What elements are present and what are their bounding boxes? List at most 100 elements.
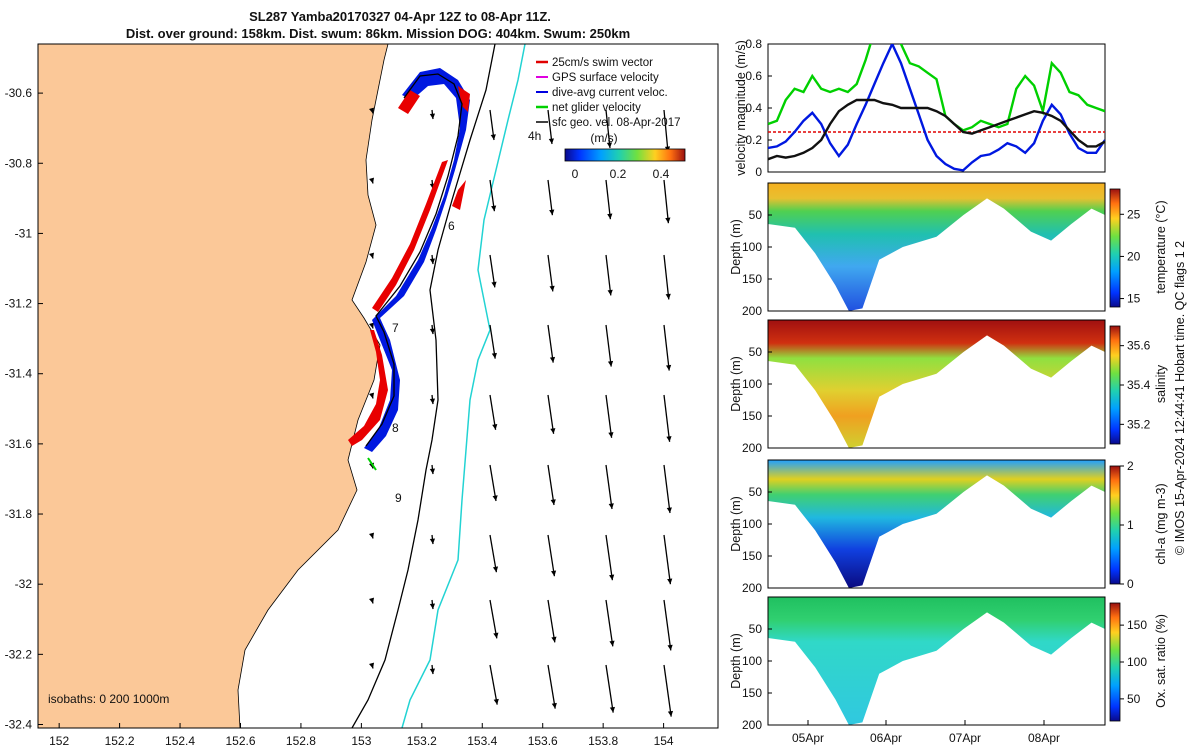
depth-tick-label: 50 [749,345,763,359]
sfc-velocity-arrowhead [429,538,436,545]
colorbar-tick-label: 35.6 [1127,339,1151,353]
velocity-series-line-0 [768,44,1105,172]
day-marker-6: 6 [448,219,455,233]
sfc-velocity-arrowhead [429,113,436,120]
day-marker-4: 4h [528,129,541,143]
legend-dive-avg-current: dive-avg current veloc. [536,87,668,99]
time-x-ticks: 05Apr 06Apr 07Apr 08Apr [792,720,1060,745]
map-x-tick-label: 154 [654,734,674,748]
sfc-velocity-arrowhead [493,632,499,639]
map-y-tick-label: -31.4 [5,367,33,381]
sfc-velocity-arrowhead [551,636,557,643]
sfc-velocity-arrowhead [666,507,672,513]
sfc-velocity-arrowhead [369,392,375,399]
sfc-velocity-arrow [605,324,612,367]
colorbar-tick-label: 100 [1127,655,1147,669]
velocity-y-tick-label: 0 [755,165,762,179]
map-y-ticks: -30.6 -30.8 -31 -31.2 -31.4 -31.6 -31.8 -32 -32.… [5,86,43,731]
map-colorbar-tick-0: 0 [572,167,579,181]
map-y-tick-label: -31 [15,226,33,240]
time-tick-label: 06Apr [870,731,902,745]
glider-track-line [365,73,463,447]
velocity-y-tick-label: 0.2 [745,133,762,147]
map-x-tick-label: 153.6 [528,734,558,748]
sfc-velocity-arrow [489,664,498,705]
svg-text:dive-avg current veloc.: dive-avg current veloc. [552,87,668,99]
depth-tick-label: 100 [742,654,762,668]
depth-tick-label: 150 [742,272,762,286]
sfc-velocity-arrowhead [429,668,436,675]
time-tick-label: 08Apr [1028,731,1060,745]
legend-gps-surface-velocity: GPS surface velocity [536,72,659,84]
sfc-velocity-arrow [547,599,556,643]
isobaths-label: isobaths: 0 200 1000m [48,692,169,706]
depth-axis-label: Depth (m) [729,633,743,689]
time-tick-label: 07Apr [949,731,981,745]
sfc-velocity-arrowhead [665,293,671,300]
map-y-tick-label: -32.4 [5,717,33,731]
map-y-tick-label: -31.6 [5,437,33,451]
sfc-velocity-arrowhead [369,322,375,329]
sfc-velocity-arrowhead [667,710,674,717]
section-colorbar [1109,325,1121,445]
depth-tick-label: 200 [742,581,762,595]
colorbar-tick-label: 1 [1127,518,1134,532]
sfc-velocity-arrow [489,534,498,573]
sfc-velocity-arrowhead [549,209,555,216]
sfc-velocity-arrow [605,599,614,647]
section-colorbar [1109,188,1121,308]
section-data-field [768,320,1105,448]
velocity-y-ticks: 0 0.2 0.4 0.6 0.8 [745,37,772,179]
sfc-velocity-arrowhead [369,252,375,259]
sfc-velocity-arrowhead [492,424,498,430]
map-x-ticks: 152 152.2 152.4 152.6 152.8 153 153.2 153.4 153.… [49,723,674,748]
map-y-tick-label: -30.8 [5,156,33,170]
section-data-field [768,460,1105,588]
depth-tick-label: 200 [742,304,762,318]
sfc-velocity-arrowhead [491,205,497,212]
sfc-velocity-arrowhead [549,356,556,363]
sfc-velocity-arrow [489,394,497,430]
depth-tick-label: 200 [742,441,762,455]
map-x-tick-label: 153.8 [588,734,618,748]
velocity-y-tick-label: 0.6 [745,69,762,83]
sfc-velocity-arrow [489,599,498,639]
depth-axis-label: Depth (m) [729,219,743,275]
day-marker-7: 7 [392,321,399,335]
map-y-tick-label: -31.2 [5,297,33,311]
sfc-velocity-arrowhead [369,662,375,669]
time-tick-label: 05Apr [792,731,824,745]
sfc-velocity-arrowhead [492,566,499,573]
sfc-velocity-arrowhead [490,134,496,140]
map-x-tick-label: 153.2 [407,734,437,748]
track-red-band-east [452,86,470,210]
land-area [38,44,389,728]
section-colorbar [1109,465,1121,585]
velocity-y-tick-label: 0.4 [745,101,762,115]
sfc-velocity-arrow [489,254,496,288]
sfc-velocity-arrowhead [667,644,673,651]
sfc-velocity-arrow [663,254,670,300]
sfc-velocity-arrow [547,179,554,216]
sfc-velocity-arrowhead [609,706,615,713]
sfc-velocity-arrowhead [549,285,555,292]
sfc-velocity-arrow [547,664,556,709]
sfc-velocity-arrow [605,179,612,220]
track-blue-band [364,68,470,452]
colorbar-label: Ox. sat. ratio (%) [1154,614,1168,708]
sfc-velocity-arrowhead [369,107,375,114]
svg-text:GPS surface velocity: GPS surface velocity [552,72,659,84]
figure-title-line2: Dist. over ground: 158km. Dist. swum: 86… [126,26,630,41]
map-y-tick-label: -32 [15,577,33,591]
sfc-velocity-arrow [547,534,556,577]
sfc-velocity-arrow [547,324,554,363]
map-panel: 4h 6 7 8 9 isobaths: 0 200 1000m 152 152.… [5,43,719,748]
map-colorbar-tick-2: 0.4 [653,167,670,181]
sfc-velocity-arrow [547,254,554,292]
map-x-tick-label: 152.6 [225,734,255,748]
sfc-velocity-arrow [663,109,669,153]
colorbar-tick-label: 35.4 [1127,378,1151,392]
svg-text:25cm/s swim vector: 25cm/s swim vector [552,57,653,69]
figure-title-line1: SL287 Yamba20170327 04-Apr 12Z to 08-Apr… [249,9,551,24]
